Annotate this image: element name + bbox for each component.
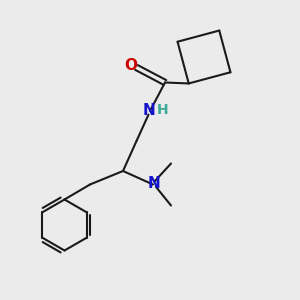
Text: O: O xyxy=(124,58,138,74)
Text: N: N xyxy=(143,103,156,118)
Text: H: H xyxy=(157,103,168,116)
Text: N: N xyxy=(147,176,160,191)
